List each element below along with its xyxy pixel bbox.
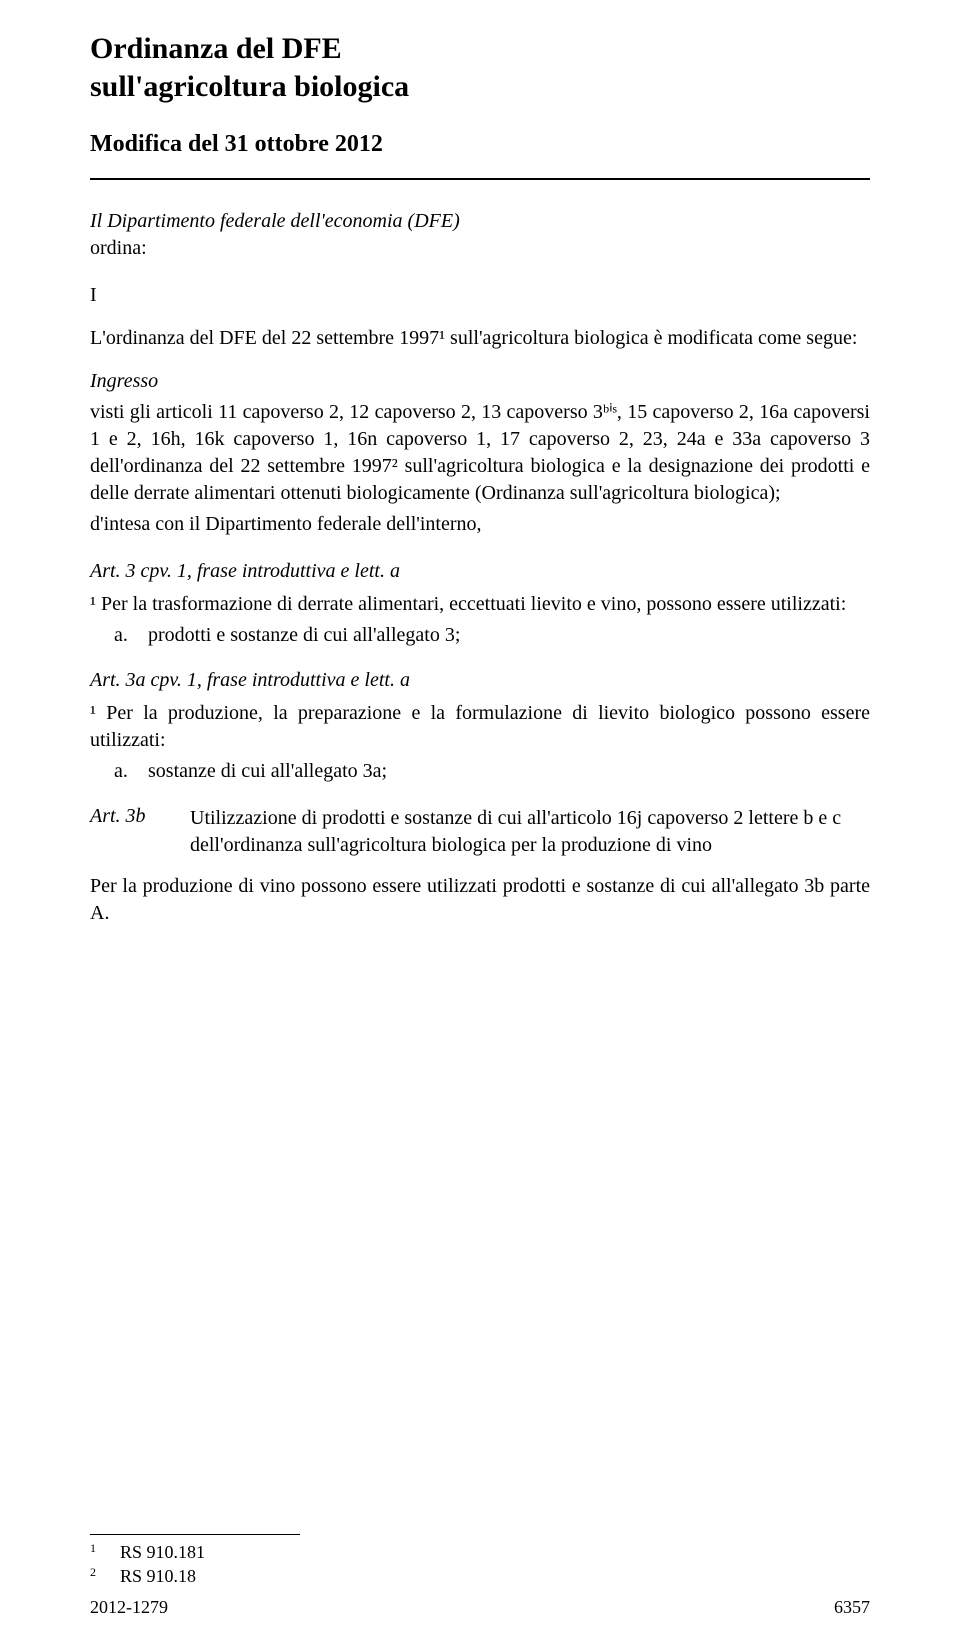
footnote-1: 1 RS 910.181 — [90, 1541, 870, 1564]
art3b-body: Per la produzione di vino possono essere… — [90, 873, 870, 927]
art3a-head: Art. 3a cpv. 1, frase introduttiva e let… — [90, 669, 870, 692]
fn-text-2: RS 910.18 — [120, 1565, 196, 1588]
art3a-item-a: a. sostanze di cui all'allegato 3a; — [114, 760, 870, 783]
page-footer: 2012-1279 6357 — [90, 1597, 870, 1618]
ingresso-body: visti gli articoli 11 capoverso 2, 12 ca… — [90, 399, 870, 507]
section-roman: I — [90, 284, 870, 307]
art3b-title: Utilizzazione di prodotti e sostanze di … — [190, 805, 870, 859]
ingresso-tail: d'intesa con il Dipartimento federale de… — [90, 511, 870, 538]
ingresso-label: Ingresso — [90, 370, 870, 393]
title-line-1: Ordinanza del DFE — [90, 30, 870, 68]
footer-left: 2012-1279 — [90, 1597, 168, 1618]
preamble-ordina: ordina: — [90, 237, 870, 260]
footnote-2: 2 RS 910.18 — [90, 1565, 870, 1588]
list-marker: a. — [114, 624, 148, 647]
list-text: prodotti e sostanze di cui all'allegato … — [148, 624, 460, 647]
art3-head: Art. 3 cpv. 1, frase introduttiva e lett… — [90, 560, 870, 583]
art3-body: ¹ Per la trasformazione di derrate alime… — [90, 591, 870, 618]
footnotes-block: 1 RS 910.181 2 RS 910.18 — [90, 1534, 870, 1588]
fn-num-1: 1 — [90, 1541, 120, 1564]
list-marker: a. — [114, 760, 148, 783]
title-rule — [90, 178, 870, 180]
list-text: sostanze di cui all'allegato 3a; — [148, 760, 387, 783]
title-line-2: sull'agricoltura biologica — [90, 68, 870, 106]
subtitle: Modifica del 31 ottobre 2012 — [90, 131, 870, 158]
footer-right: 6357 — [834, 1597, 870, 1618]
preamble-italic: Il Dipartimento federale dell'economia (… — [90, 210, 870, 233]
art3a-body: ¹ Per la produzione, la preparazione e l… — [90, 700, 870, 754]
fn-num-2: 2 — [90, 1565, 120, 1588]
art3-item-a: a. prodotti e sostanze di cui all'allega… — [114, 624, 870, 647]
art3b-row: Art. 3b Utilizzazione di prodotti e sost… — [90, 805, 870, 859]
footnote-rule — [90, 1534, 300, 1535]
intro-paragraph: L'ordinanza del DFE del 22 settembre 199… — [90, 325, 870, 352]
fn-text-1: RS 910.181 — [120, 1541, 205, 1564]
art3b-label: Art. 3b — [90, 805, 190, 859]
